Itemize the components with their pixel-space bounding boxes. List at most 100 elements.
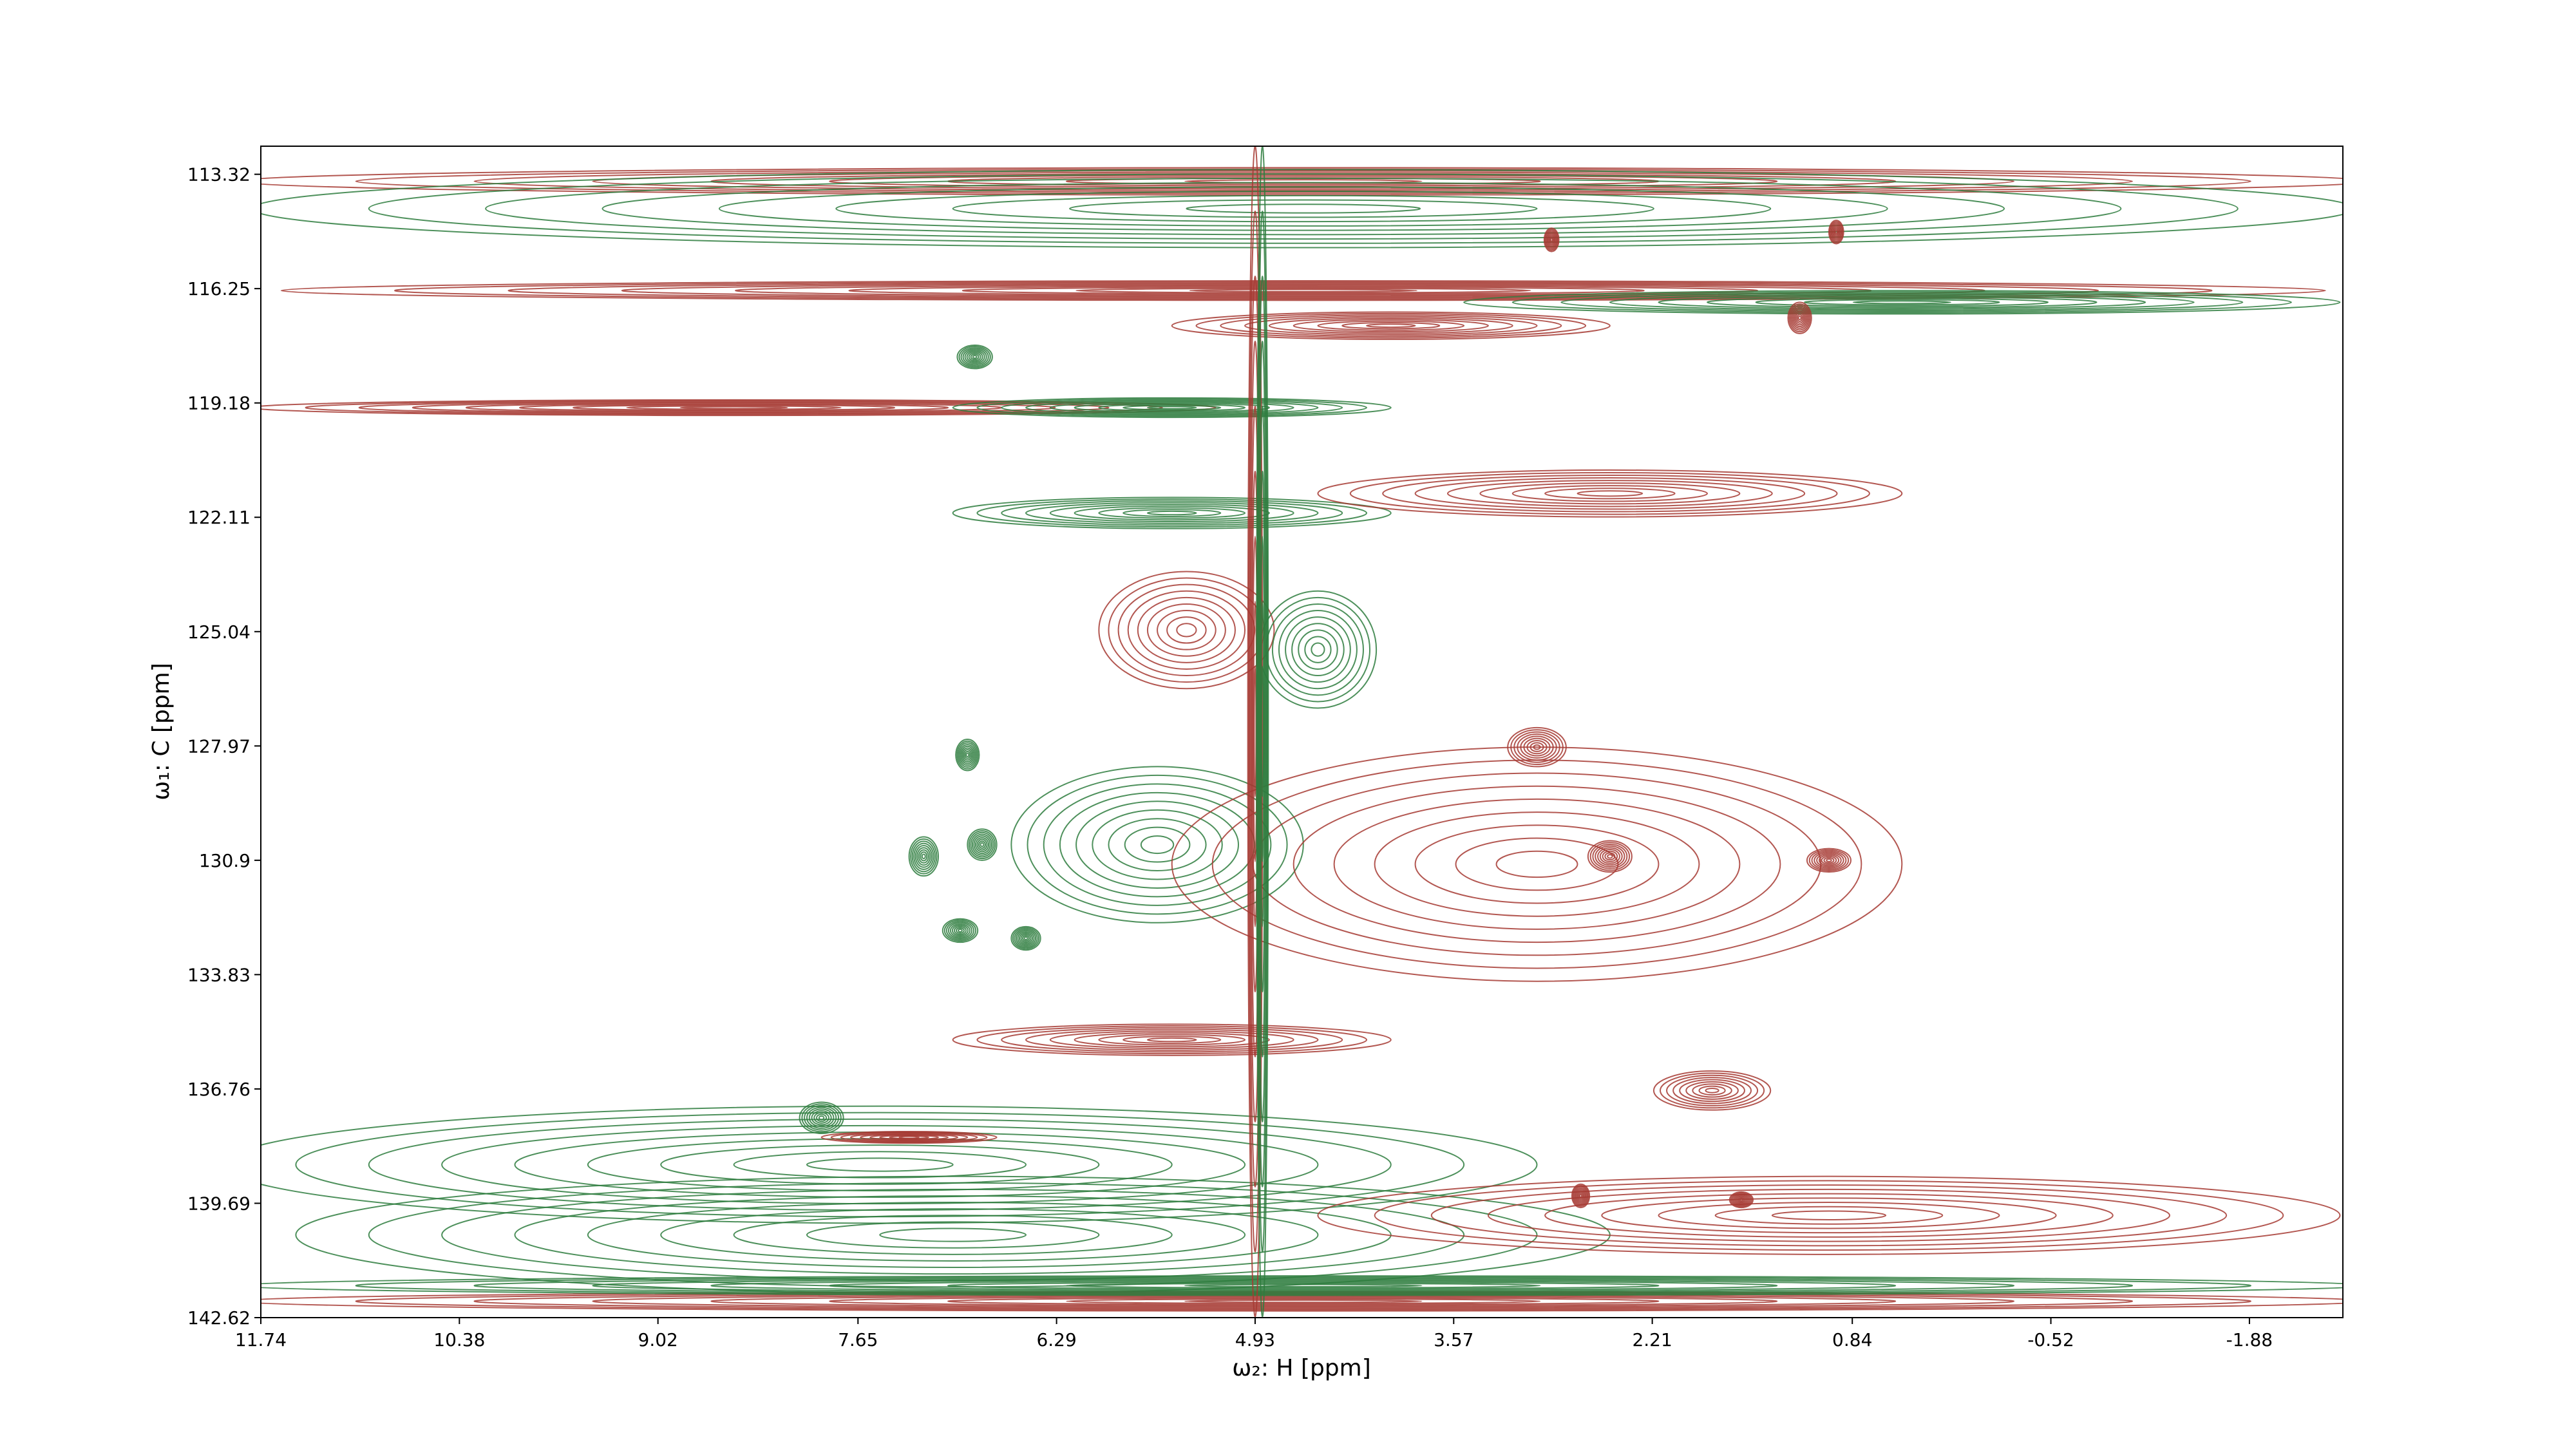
contour-level <box>1414 824 1660 904</box>
y-tick-label: 119.18 <box>187 393 251 414</box>
contour-level <box>1604 852 1616 861</box>
contour-level <box>1852 300 1951 305</box>
contour-level <box>952 397 1392 419</box>
contour-level <box>280 280 2326 301</box>
contour-level <box>1176 623 1197 638</box>
y-tick-label: 139.69 <box>187 1193 251 1214</box>
contour-level <box>1317 469 1903 518</box>
contour-level <box>956 740 979 770</box>
contour-level <box>961 747 974 763</box>
contour-level <box>1679 1079 1745 1103</box>
contour-level <box>958 346 991 368</box>
contour-level <box>1730 1192 1753 1208</box>
contour-level <box>507 282 2099 299</box>
contour-level <box>1672 1077 1752 1104</box>
contour-level <box>1049 401 1294 414</box>
contour-level <box>1059 791 1256 898</box>
contour-level <box>1146 510 1197 516</box>
contour-level <box>1826 858 1832 862</box>
contour-level <box>368 173 2239 244</box>
contour-level <box>1790 305 1810 331</box>
contour-level <box>1804 299 2000 306</box>
contour-level <box>1544 1193 2114 1238</box>
contour-level <box>1513 731 1560 763</box>
contour-level <box>1533 744 1541 750</box>
y-tick-label: 116.25 <box>187 278 251 299</box>
contour-level <box>908 836 939 877</box>
contour-level <box>947 1297 1660 1305</box>
contour-level <box>1787 301 1812 334</box>
contour-level <box>1374 1180 2284 1251</box>
contour-level <box>1732 1193 1750 1206</box>
contour-level <box>1549 236 1554 243</box>
contour-level <box>441 1124 1319 1205</box>
contour-level <box>1195 312 1587 339</box>
contour-level <box>869 1134 949 1141</box>
contour-level <box>1829 221 1844 243</box>
contour-level <box>1186 204 1421 214</box>
y-tick-label: 130.9 <box>199 850 251 871</box>
contour-level <box>965 752 970 757</box>
contour-level <box>1184 1283 1423 1287</box>
contour-level <box>1293 319 1489 333</box>
contour-level <box>1430 1184 2228 1247</box>
contour-level <box>1021 934 1030 942</box>
contour-level <box>1146 1037 1197 1043</box>
y-tick-label: 122.11 <box>187 507 251 528</box>
contour-level <box>1546 232 1557 247</box>
contour-level <box>1374 811 1700 917</box>
contour-level <box>1830 223 1842 241</box>
contour-level <box>913 842 934 870</box>
contour-level <box>1257 275 1268 1188</box>
contour-level <box>949 923 971 938</box>
contour-level <box>806 1106 837 1129</box>
contour-level <box>914 844 933 868</box>
contour-level <box>1714 1206 1944 1225</box>
x-tick-label: 0.84 <box>1832 1329 1872 1350</box>
contour-level <box>592 1278 2015 1293</box>
contour-level <box>368 1182 1538 1288</box>
contour-level <box>1256 210 1269 1253</box>
contour-level <box>1304 636 1332 663</box>
contour-level <box>976 1025 1368 1055</box>
contour-level <box>957 928 963 933</box>
contour-level <box>978 840 987 849</box>
contour-level <box>1806 848 1852 873</box>
contour-level <box>485 177 2122 240</box>
contour-level <box>1592 843 1628 869</box>
contour-level <box>587 1202 1319 1269</box>
contour-level <box>1595 845 1625 867</box>
contour-level <box>660 1208 1246 1262</box>
contour-level <box>1487 1188 2170 1242</box>
contour-level <box>816 1113 828 1122</box>
contour-level <box>1258 340 1267 1122</box>
contour-level <box>1549 238 1553 242</box>
contour-level <box>918 849 929 864</box>
contour-level <box>1738 1197 1745 1202</box>
y-tick-label: 125.04 <box>187 621 251 643</box>
contour-level <box>1692 1083 1732 1098</box>
contour-level <box>955 739 980 772</box>
contour-level <box>1795 312 1804 324</box>
contour-level <box>261 167 2343 196</box>
contour-level <box>963 749 972 761</box>
contour-level <box>952 497 1392 529</box>
contour-level <box>1791 307 1808 329</box>
contour-level <box>947 1282 1660 1290</box>
contour-level <box>1831 225 1841 240</box>
contour-level <box>1578 1192 1584 1199</box>
contour-level <box>1808 849 1850 872</box>
contour-level <box>1341 322 1441 330</box>
contour-level <box>1705 1087 1719 1094</box>
contour-level <box>808 1108 835 1128</box>
contour-level <box>898 1135 920 1139</box>
contour-level <box>733 1151 1027 1179</box>
contour-level <box>1731 1193 1752 1207</box>
contour-level <box>1001 399 1343 416</box>
y-tick-label: 142.62 <box>187 1307 251 1329</box>
contour-level <box>973 835 991 855</box>
contour-level <box>1349 471 1870 515</box>
contour-level <box>1184 1299 1423 1303</box>
y-tick-label: 133.83 <box>187 964 251 985</box>
contour-level <box>1366 323 1416 328</box>
